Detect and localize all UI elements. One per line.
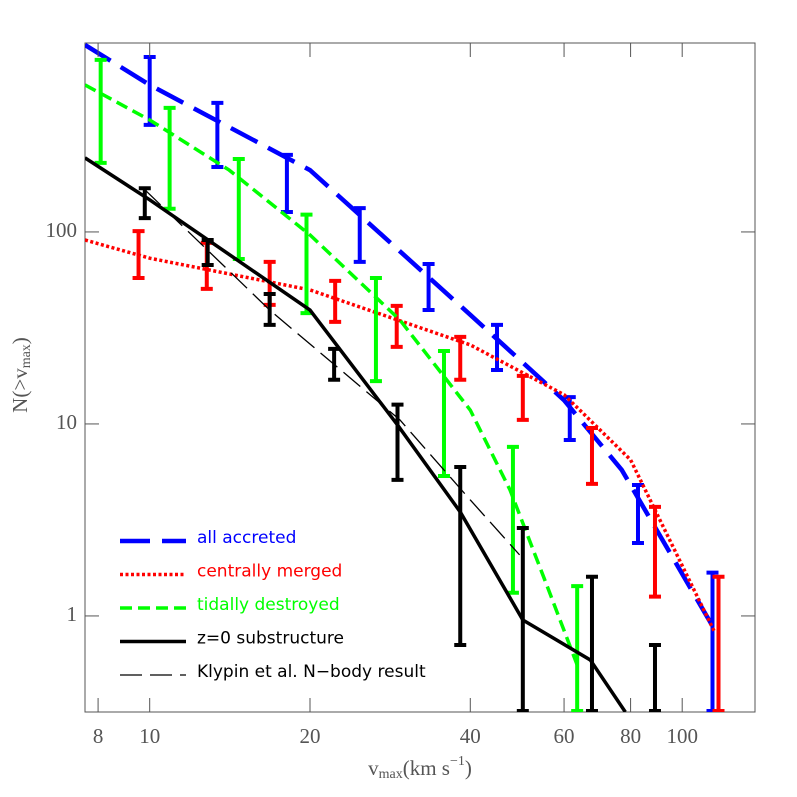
legend-label: Klypin et al. N−body result (197, 662, 426, 682)
error-bar (329, 278, 342, 324)
x-tick-label: 20 (299, 724, 320, 748)
series-line (85, 238, 717, 633)
error-bar (712, 574, 725, 712)
legend-label: z=0 substructure (197, 629, 344, 649)
error-bar (353, 206, 366, 264)
error-bar (263, 292, 276, 327)
y-axis-label: N(>vmax) (8, 337, 34, 413)
y-tick-label: 10 (56, 410, 77, 434)
error-bar (94, 57, 107, 165)
legend-label: tidally destroyed (197, 595, 340, 615)
legend-label: centrally merged (197, 562, 342, 582)
x-tick-label: 40 (460, 724, 481, 748)
error-bar (369, 275, 382, 384)
error-bar (211, 100, 224, 169)
error-bar (163, 105, 176, 211)
error-bar (506, 444, 519, 595)
plot-area (85, 43, 725, 712)
x-tick-label: 10 (139, 724, 160, 748)
plot-frame (84, 42, 756, 713)
x-tick-label: 100 (666, 724, 698, 748)
error-bar (585, 574, 598, 712)
error-bar (648, 642, 661, 712)
series-line (85, 156, 627, 712)
error-bar (232, 156, 245, 261)
error-bar (280, 152, 293, 215)
x-tick-label: 8 (93, 724, 104, 748)
error-bar (648, 504, 661, 599)
error-bar (454, 464, 467, 647)
series-line (85, 43, 717, 631)
x-tick-label: 60 (554, 724, 575, 748)
error-bar (437, 348, 450, 478)
error-bar (571, 584, 584, 712)
y-tick-label: 100 (46, 218, 78, 242)
error-bar (491, 322, 504, 372)
error-bar (390, 303, 403, 349)
error-bar (454, 334, 467, 382)
error-bar (143, 55, 156, 127)
error-bar (391, 402, 404, 482)
y-tick-label: 1 (67, 602, 78, 626)
series-line (144, 189, 521, 556)
x-tick-label: 80 (620, 724, 641, 748)
legend-label: all accreted (197, 528, 296, 548)
error-bar (516, 373, 529, 422)
error-bar (138, 186, 151, 221)
error-bar (422, 261, 435, 313)
x-axis-label: vmax(km s−1) (368, 754, 472, 782)
